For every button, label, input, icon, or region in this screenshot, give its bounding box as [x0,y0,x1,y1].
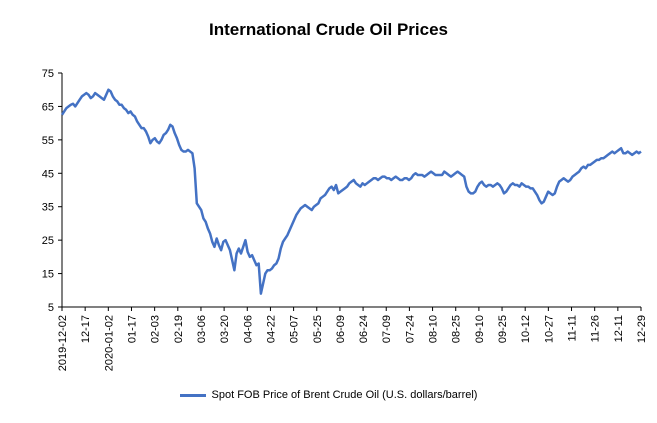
y-tick-label: 15 [42,269,54,281]
plot-series [60,88,642,295]
y-tick-label: 65 [42,101,54,113]
x-tick-label: 07-09 [381,315,393,343]
y-tick-label: 25 [42,235,54,247]
y-tick-label: 55 [42,135,54,147]
x-tick-label: 04-22 [265,315,277,343]
series-line [60,88,642,295]
x-tick-label: 02-03 [150,315,162,343]
x-tick-label: 10-12 [520,315,532,343]
chart-title: International Crude Oil Prices [208,20,448,39]
x-tick-label: 04-06 [242,315,254,343]
y-tick-label: 45 [42,168,54,180]
x-tick-label: 11-26 [590,315,602,342]
x-tick-label: 05-25 [312,315,324,343]
y-tick-label: 5 [48,302,54,314]
x-tick-label: 12-11 [613,315,625,342]
x-tick-label: 09-25 [497,315,509,343]
x-tick-label: 01-17 [126,315,138,343]
legend-label: Spot FOB Price of Brent Crude Oil (U.S. … [211,389,478,401]
x-tick-label: 12-17 [80,315,92,343]
x-tick-label: 02-19 [173,315,185,343]
x-tick-label: 2020-01-02 [103,315,115,371]
x-tick-label: 2019-12-02 [57,315,69,371]
x-tick-label: 03-20 [219,315,231,343]
x-tick-label: 08-25 [451,315,463,343]
x-tick-label: 08-10 [428,315,440,343]
y-tick-label: 75 [42,68,54,80]
x-tick-label: 06-24 [358,315,370,343]
x-tick-label: 03-06 [196,315,208,343]
x-tick-label: 11-11 [567,315,579,342]
y-axis: 5 15 25 35 45 55 65 75 [42,68,63,314]
legend-swatch [179,393,206,397]
x-axis: 2019-12-02 12-17 2020-01-02 01-17 02-03 02-19… [57,306,648,371]
y-tick-label: 35 [42,202,54,214]
x-tick-label: 06-09 [335,315,347,343]
x-tick-label: 12-29 [636,315,648,343]
legend: Spot FOB Price of Brent Crude Oil (U.S. … [0,389,657,401]
x-tick-label: 10-27 [543,315,555,343]
x-tick-label: 07-24 [404,315,416,343]
x-tick-label: 05-07 [289,315,301,343]
x-tick-label: 09-10 [474,315,486,343]
